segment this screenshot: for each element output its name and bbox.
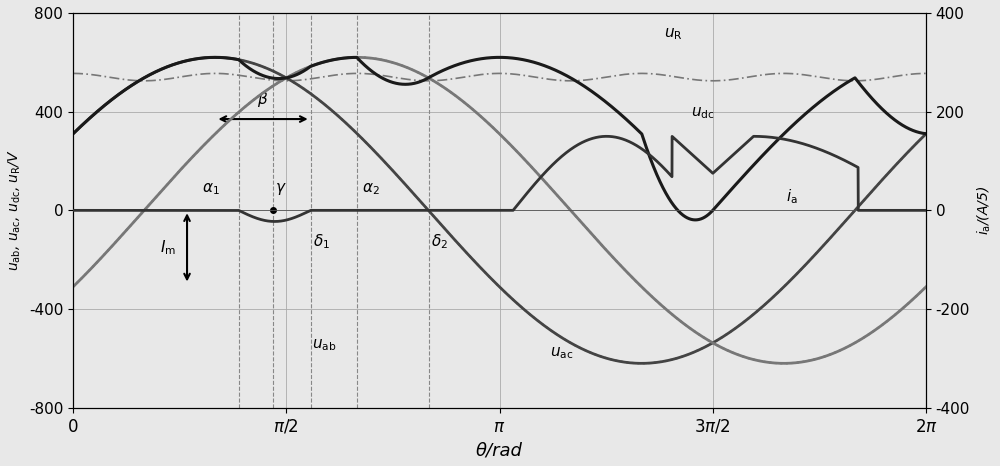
Text: $\gamma$: $\gamma$ <box>275 181 287 197</box>
Text: $\alpha_1$: $\alpha_1$ <box>202 181 220 197</box>
X-axis label: θ/rad: θ/rad <box>476 441 523 459</box>
Text: $u_{\rm R}$: $u_{\rm R}$ <box>664 27 682 42</box>
Text: $u_{\rm ac}$: $u_{\rm ac}$ <box>550 345 573 361</box>
Y-axis label: $i_{\rm a}$/(A/5): $i_{\rm a}$/(A/5) <box>976 186 993 235</box>
Y-axis label: $u_{\rm ab}$, $u_{\rm ac}$, $u_{\rm dc}$, $u_{\rm R}$/V: $u_{\rm ab}$, $u_{\rm ac}$, $u_{\rm dc}$… <box>7 150 23 271</box>
Text: $\alpha_2$: $\alpha_2$ <box>362 181 380 197</box>
Text: $\delta_2$: $\delta_2$ <box>431 233 448 251</box>
Text: $i_{\rm a}$: $i_{\rm a}$ <box>786 187 797 206</box>
Text: $\beta$: $\beta$ <box>257 90 269 109</box>
Text: $u_{\rm dc}$: $u_{\rm dc}$ <box>691 106 714 121</box>
Text: $I_{\rm m}$: $I_{\rm m}$ <box>160 238 176 257</box>
Text: $u_{\rm ab}$: $u_{\rm ab}$ <box>312 337 336 353</box>
Text: $\delta_1$: $\delta_1$ <box>313 233 330 251</box>
